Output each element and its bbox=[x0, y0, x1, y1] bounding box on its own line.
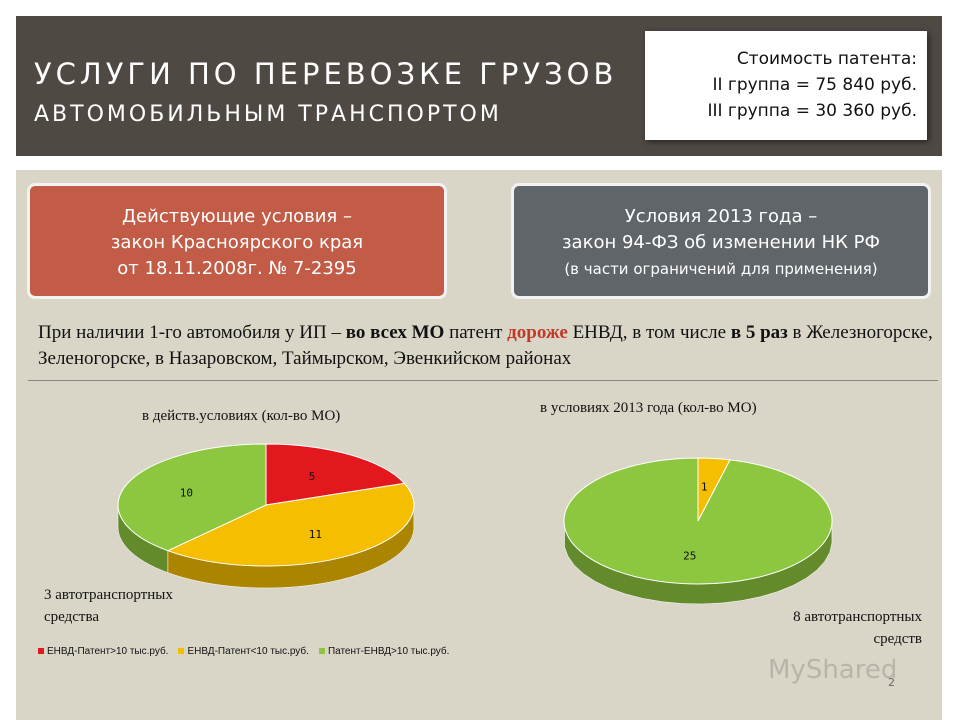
left-note-line: средства bbox=[44, 609, 100, 625]
chart-legend: ЕНВД-Патент>10 тыс.руб. ЕНВД-Патент<10 т… bbox=[38, 646, 449, 657]
cost-line-2: II группа = 75 840 руб. bbox=[712, 75, 917, 95]
chart-right-title: в условиях 2013 года (кол-во МО) bbox=[540, 400, 757, 416]
pie-data-label: 1 bbox=[701, 481, 708, 494]
slide-subtitle: АВТОМОБИЛЬНЫМ ТРАНСПОРТОМ bbox=[34, 102, 502, 127]
current-line-1: Действующие условия – bbox=[121, 206, 352, 227]
left-note-line: 3 автотранспортных bbox=[44, 587, 173, 603]
pie-chart-2013: 1 25 bbox=[563, 457, 833, 605]
left-vehicle-note: 3 автотранспортных средства bbox=[44, 584, 173, 628]
statement-emphasis: во всех МО bbox=[345, 322, 445, 343]
divider-line bbox=[28, 380, 938, 381]
pie-data-label: 10 bbox=[180, 486, 193, 499]
future-line-2: закон 94-ФЗ об изменении НК РФ bbox=[561, 232, 880, 253]
legend-item-green: Патент-ЕНВД>10 тыс.руб. bbox=[318, 646, 450, 657]
page-number: 2 bbox=[888, 676, 895, 689]
pie-slice bbox=[265, 443, 406, 506]
right-note-line: средств bbox=[873, 631, 922, 647]
legend-label: Патент-ЕНВД>10 тыс.руб. bbox=[327, 646, 450, 657]
right-vehicle-note: 8 автотранспортных средств bbox=[722, 606, 922, 650]
legend-item-yellow: ЕНВД-Патент<10 тыс.руб. bbox=[178, 646, 309, 657]
legend-label: ЕНВД-Патент<10 тыс.руб. bbox=[187, 646, 309, 657]
current-line-2: закон Красноярского края bbox=[110, 232, 364, 253]
conditions-2013-box: Условия 2013 года – закон 94-ФЗ об измен… bbox=[511, 183, 931, 299]
legend-label: ЕНВД-Патент>10 тыс.руб. bbox=[47, 646, 169, 657]
slide-title: УСЛУГИ ПО ПЕРЕВОЗКЕ ГРУЗОВ bbox=[34, 57, 618, 91]
cost-line-1: Стоимость патента: bbox=[736, 49, 917, 69]
future-line-3: (в части ограничений для применения) bbox=[564, 260, 878, 278]
statement-highlight: дороже bbox=[507, 322, 568, 343]
pie-slice bbox=[563, 457, 833, 585]
pie-slice bbox=[166, 482, 415, 567]
current-conditions-box: Действующие условия – закон Красноярског… bbox=[27, 183, 447, 299]
statement-part: При наличии 1-го автомобиля у ИП – bbox=[38, 322, 346, 343]
pie-data-label: 11 bbox=[309, 528, 322, 541]
watermark-logo: MyShared bbox=[768, 655, 898, 685]
current-line-3: от 18.11.2008г. № 7-2395 bbox=[117, 258, 357, 279]
right-note-line: 8 автотранспортных bbox=[793, 609, 922, 625]
pie-chart-current: 5 11 10 bbox=[117, 443, 415, 589]
legend-item-red: ЕНВД-Патент>10 тыс.руб. bbox=[38, 646, 168, 657]
chart-left-title: в действ.условиях (кол-во МО) bbox=[142, 408, 341, 424]
patent-cost-box: Стоимость патента: II группа = 75 840 ру… bbox=[645, 31, 927, 140]
pie-slice bbox=[117, 443, 267, 552]
cost-line-3: III группа = 30 360 руб. bbox=[707, 101, 917, 121]
statement-part: ЕНВД, в том числе bbox=[567, 322, 731, 343]
statement-part: в Железногорске, Зеленогорске, в Назаров… bbox=[38, 322, 933, 369]
pie-data-label: 25 bbox=[683, 549, 696, 562]
statement-text: При наличии 1-го автомобиля у ИП – во вс… bbox=[38, 320, 943, 372]
statement-part: патент bbox=[444, 322, 508, 343]
future-line-1: Условия 2013 года – bbox=[624, 206, 818, 227]
statement-emphasis: в 5 раз bbox=[730, 322, 788, 343]
pie-data-label: 5 bbox=[309, 470, 316, 483]
